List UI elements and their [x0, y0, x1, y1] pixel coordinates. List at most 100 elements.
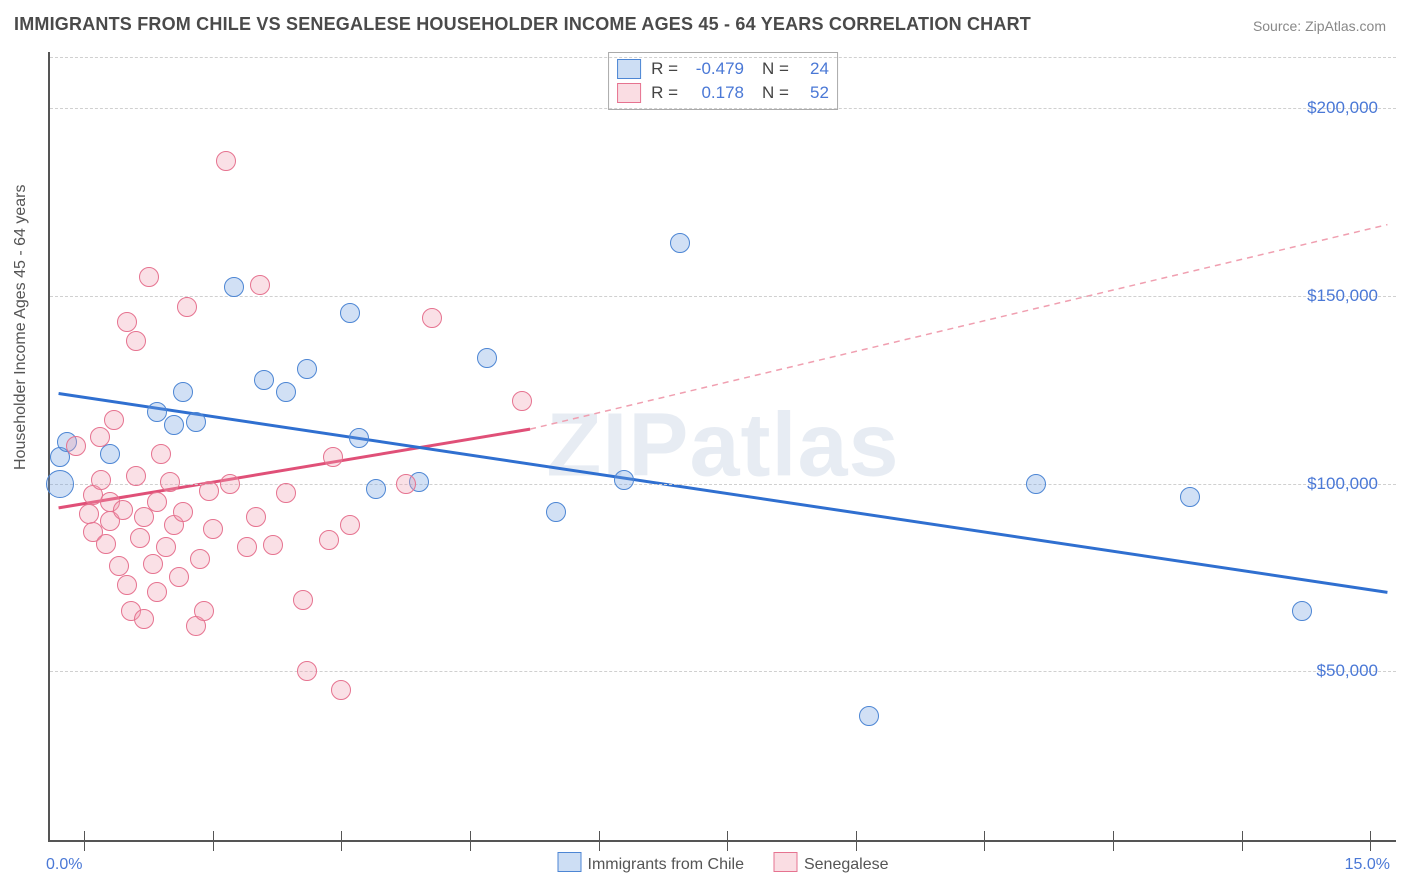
scatter-point — [546, 502, 566, 522]
scatter-point — [331, 680, 351, 700]
scatter-point — [512, 391, 532, 411]
scatter-point — [396, 474, 416, 494]
scatter-point — [117, 312, 137, 332]
scatter-point — [340, 515, 360, 535]
scatter-point — [1292, 601, 1312, 621]
scatter-point — [117, 575, 137, 595]
scatter-point — [147, 492, 167, 512]
watermark: ZIPatlas — [546, 395, 899, 498]
scatter-point — [340, 303, 360, 323]
scatter-point — [66, 436, 86, 456]
legend-n-value: 52 — [799, 81, 829, 105]
gridline — [50, 671, 1396, 672]
scatter-point — [250, 275, 270, 295]
scatter-point — [670, 233, 690, 253]
x-tick — [984, 841, 985, 851]
legend-n-label: N = — [762, 81, 789, 105]
legend-r-value: -0.479 — [688, 57, 744, 81]
x-tick — [1113, 841, 1114, 851]
x-axis-min-label: 0.0% — [46, 856, 82, 874]
scatter-point — [169, 567, 189, 587]
source-attribution: Source: ZipAtlas.com — [1253, 18, 1386, 34]
legend-swatch — [617, 59, 641, 79]
scatter-point — [859, 706, 879, 726]
scatter-point — [220, 474, 240, 494]
scatter-point — [156, 537, 176, 557]
x-tick — [341, 841, 342, 851]
gridline — [50, 108, 1396, 109]
scatter-point — [147, 582, 167, 602]
scatter-point — [126, 466, 146, 486]
x-tick — [856, 831, 857, 841]
x-tick — [599, 831, 600, 841]
scatter-point — [96, 534, 116, 554]
legend-swatch — [558, 852, 582, 872]
scatter-point — [203, 519, 223, 539]
scatter-point — [173, 502, 193, 522]
x-tick — [984, 831, 985, 841]
legend-r-label: R = — [651, 81, 678, 105]
scatter-point — [237, 537, 257, 557]
scatter-point — [297, 359, 317, 379]
x-tick — [727, 841, 728, 851]
legend-swatch — [617, 83, 641, 103]
x-tick — [1370, 841, 1371, 851]
scatter-plot: ZIPatlas R =-0.479N =24R =0.178N =52 Imm… — [48, 52, 1396, 842]
scatter-point — [1026, 474, 1046, 494]
scatter-point — [224, 277, 244, 297]
legend-row: R = -0.479 N = 24 — [617, 57, 829, 81]
scatter-point — [164, 415, 184, 435]
x-tick — [856, 841, 857, 851]
scatter-point — [323, 447, 343, 467]
scatter-point — [79, 504, 99, 524]
legend-item: Senegalese — [774, 852, 889, 874]
legend-r-label: R = — [651, 57, 678, 81]
scatter-point — [104, 410, 124, 430]
x-tick — [1370, 831, 1371, 841]
scatter-point — [477, 348, 497, 368]
scatter-point — [319, 530, 339, 550]
y-axis-label: Householder Income Ages 45 - 64 years — [12, 185, 30, 471]
gridline — [50, 484, 1396, 485]
scatter-point — [160, 472, 180, 492]
scatter-point — [90, 427, 110, 447]
scatter-point — [190, 549, 210, 569]
scatter-point — [293, 590, 313, 610]
scatter-point — [276, 483, 296, 503]
legend-label: Immigrants from Chile — [588, 856, 744, 873]
scatter-point — [199, 481, 219, 501]
legend-n-value: 24 — [799, 57, 829, 81]
x-tick — [84, 841, 85, 851]
scatter-point — [113, 500, 133, 520]
scatter-point — [422, 308, 442, 328]
scatter-point — [276, 382, 296, 402]
scatter-point — [139, 267, 159, 287]
scatter-point — [216, 151, 236, 171]
y-tick-label: $150,000 — [1307, 286, 1378, 306]
scatter-point — [173, 382, 193, 402]
y-tick-label: $200,000 — [1307, 98, 1378, 118]
scatter-point — [349, 428, 369, 448]
x-tick — [1113, 831, 1114, 841]
x-tick — [213, 841, 214, 851]
scatter-point — [297, 661, 317, 681]
scatter-point — [246, 507, 266, 527]
legend-n-label: N = — [762, 57, 789, 81]
x-tick — [1242, 841, 1243, 851]
scatter-point — [263, 535, 283, 555]
legend-item: Immigrants from Chile — [558, 852, 744, 874]
y-tick-label: $100,000 — [1307, 474, 1378, 494]
legend-series: Immigrants from Chile Senegalese — [558, 852, 889, 874]
scatter-point — [147, 402, 167, 422]
scatter-point — [194, 601, 214, 621]
x-tick — [727, 831, 728, 841]
scatter-point — [177, 297, 197, 317]
x-tick — [84, 831, 85, 841]
x-tick — [213, 831, 214, 841]
scatter-point — [254, 370, 274, 390]
x-tick — [1242, 831, 1243, 841]
legend-r-value: 0.178 — [688, 81, 744, 105]
x-tick — [470, 831, 471, 841]
scatter-point — [46, 470, 74, 498]
scatter-point — [366, 479, 386, 499]
